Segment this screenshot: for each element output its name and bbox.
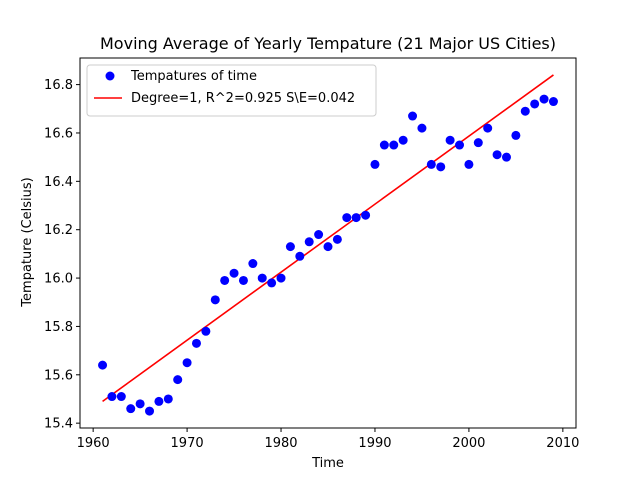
data-point [351,213,361,223]
data-point [248,259,258,269]
data-point [107,392,117,402]
x-tick-label: 1970 [171,436,204,451]
data-point [520,106,530,116]
data-point [314,230,324,240]
y-tick-label: 15.8 [44,320,73,335]
plot-frame [79,57,577,429]
data-point [304,237,314,247]
data-point [361,210,371,220]
data-point [342,213,352,223]
y-tick-label: 16.2 [44,223,73,238]
x-tick-label: 1960 [77,436,110,451]
chart-title: Moving Average of Yearly Tempature (21 M… [100,34,556,53]
y-tick-label: 16.8 [44,78,73,93]
data-point [163,394,173,404]
data-point [530,99,540,109]
y-axis: 15.4 15.6 15.8 16.0 16.2 16.4 16.6 16.8 [44,78,80,432]
data-point [173,375,183,385]
data-point [210,295,220,305]
data-point [417,123,427,133]
y-axis-label: Tempature (Celsius) [20,177,35,307]
data-point [126,404,136,414]
data-point [379,140,389,150]
plot-area [98,74,558,416]
data-point [229,268,239,278]
data-point [267,278,277,288]
data-point [436,162,446,172]
y-tick-label: 16.4 [44,175,73,190]
data-point [295,251,305,261]
data-point [116,392,126,402]
data-point [539,94,549,104]
data-point [182,358,192,368]
data-point [370,159,380,169]
legend-entry-fit-line: Degree=1, R^2=0.925 S\E=0.042 [131,91,355,106]
data-point [135,399,145,409]
data-point [98,360,108,370]
x-axis-label: Time [311,456,344,471]
fit-line [102,74,554,403]
x-axis: 1960 1970 1980 1990 2000 2010 [77,428,579,451]
data-point [145,406,155,416]
x-tick-label: 2010 [546,436,579,451]
y-tick-label: 15.4 [44,417,73,432]
data-point [501,152,511,162]
data-point [257,273,267,283]
y-tick-label: 16.6 [44,126,73,141]
data-point [398,135,408,145]
data-point [408,111,418,121]
data-point [464,159,474,169]
x-tick-label: 1990 [358,436,391,451]
data-point [201,326,211,336]
data-point [238,275,248,285]
data-point [285,242,295,252]
data-point [473,138,483,148]
data-point [426,159,436,169]
data-point [455,140,465,150]
legend-marker-scatter [105,71,115,81]
data-point [276,273,286,283]
x-tick-label: 2000 [452,436,485,451]
data-point [220,275,230,285]
y-tick-label: 16.0 [44,272,73,287]
legend: Tempatures of time Degree=1, R^2=0.925 S… [86,64,377,117]
data-point [154,396,164,406]
legend-entry-scatter: Tempatures of time [130,69,257,84]
data-point [548,97,558,107]
data-point [332,234,342,244]
data-point [323,242,333,252]
y-tick-label: 15.6 [44,368,73,383]
data-point [492,150,502,160]
legend-box [86,64,377,117]
data-point [191,338,201,348]
x-tick-label: 1980 [264,436,297,451]
data-point [483,123,493,133]
data-point [445,135,455,145]
data-point [389,140,399,150]
data-point [511,130,521,140]
